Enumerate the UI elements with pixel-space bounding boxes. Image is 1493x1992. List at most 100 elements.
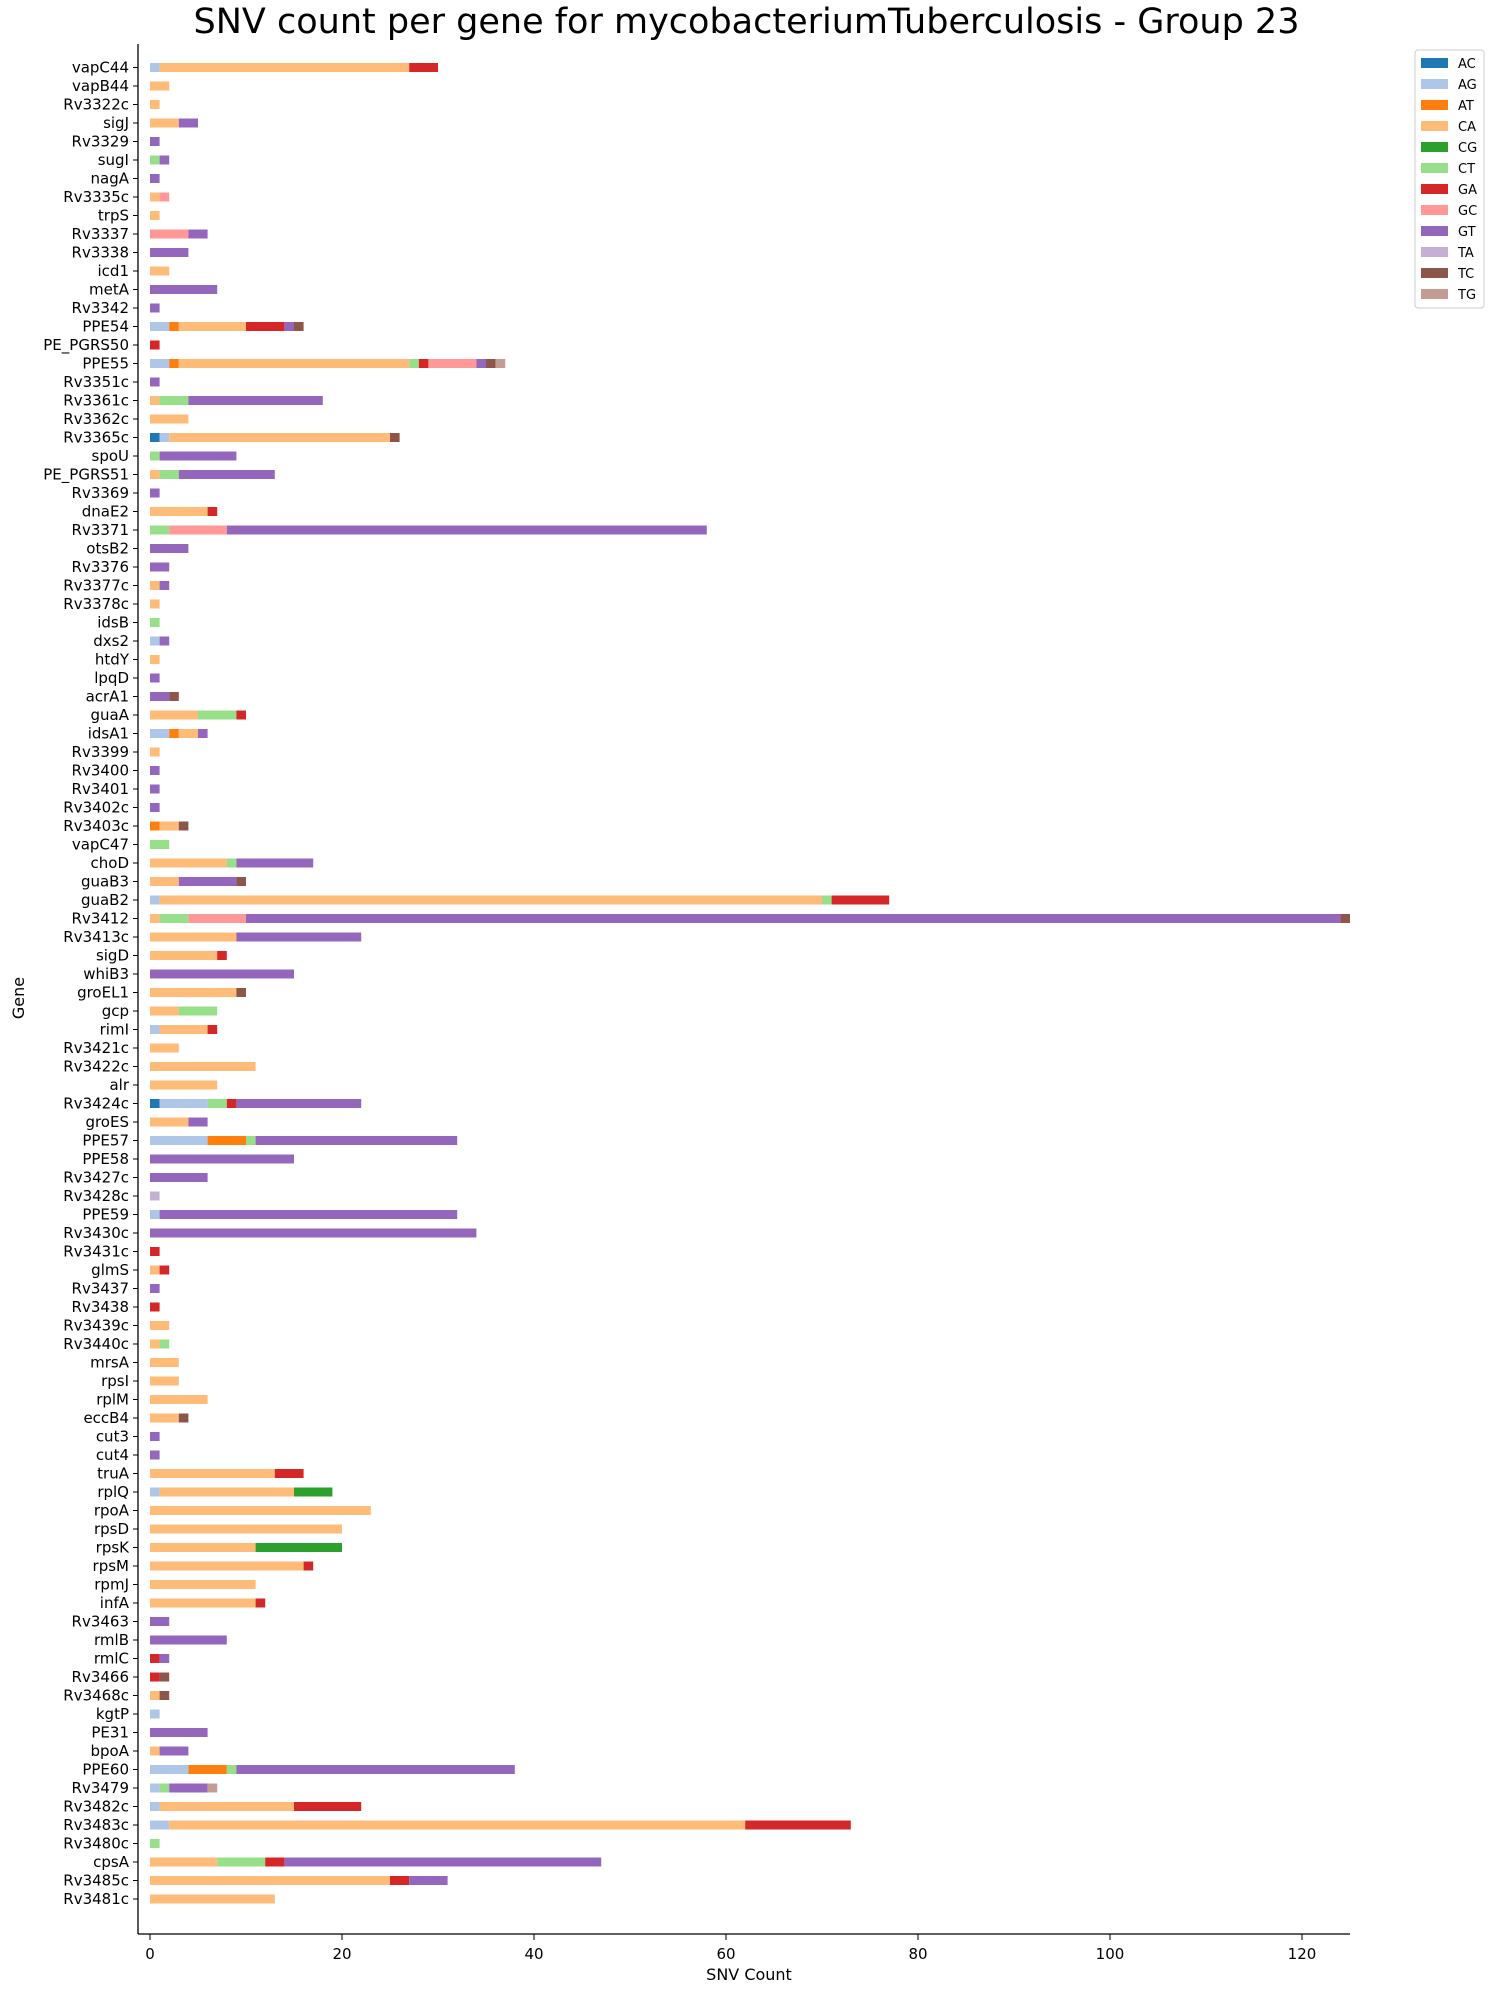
gene-label: rpsI	[101, 1372, 129, 1390]
bar-segment-ct	[150, 840, 170, 849]
gene-label: cpsA	[93, 1853, 130, 1871]
gene-label: vapC47	[72, 836, 129, 854]
gene-label: sigD	[96, 947, 129, 965]
bar-segment-ca	[150, 655, 160, 664]
bar-segment-ca	[159, 1802, 294, 1811]
bar-segment-ca	[150, 81, 170, 91]
gene-label: otsB2	[86, 540, 129, 558]
bar-segment-gt	[150, 1154, 294, 1164]
bar-segment-ag	[150, 1783, 160, 1793]
gene-label: Rv3351c	[63, 373, 129, 391]
bar-segment-ct	[150, 618, 160, 627]
bar-segment-ag	[150, 729, 170, 738]
bar-segment-ca	[150, 1265, 160, 1275]
bar-segment-gt	[159, 1746, 189, 1756]
bar-segment-ga	[409, 63, 438, 72]
gene-label: rmlB	[94, 1631, 129, 1649]
gene-label: guaA	[91, 706, 130, 724]
gene-label: trpS	[98, 207, 129, 225]
bar-segment-tg	[495, 359, 506, 368]
gene-label: Rv3322c	[63, 96, 129, 114]
bar-segment-gt	[150, 377, 160, 387]
y-axis-label: Gene	[9, 977, 28, 1019]
gene-label: bpoA	[91, 1742, 130, 1760]
bar-segment-tc	[178, 821, 189, 831]
legend-swatch-ct	[1421, 163, 1448, 173]
bar-segment-ga	[246, 322, 285, 331]
gene-label: PPE58	[82, 1150, 129, 1168]
bar-segment-gt	[150, 1284, 160, 1293]
gene-label: groES	[85, 1113, 129, 1131]
gene-label: vapB44	[72, 77, 129, 95]
bar-segment-ca	[150, 1876, 390, 1885]
bar-segment-ca	[150, 1376, 179, 1386]
bar-segment-ca	[150, 414, 189, 424]
gene-label: dxs2	[93, 632, 129, 650]
legend-swatch-ac	[1421, 58, 1448, 68]
bar-segment-ag	[150, 63, 160, 72]
bar-segment-ca	[150, 599, 160, 609]
gene-label: nagA	[91, 170, 130, 188]
bar-segment-ca	[150, 1506, 371, 1515]
bar-segment-ca	[150, 1561, 304, 1571]
bar-segment-gt	[159, 451, 237, 461]
gene-label: Rv3481c	[63, 1890, 129, 1908]
bar-segment-ag	[150, 1136, 208, 1145]
bar-segment-gt	[150, 766, 160, 775]
gene-label: eccB4	[83, 1409, 129, 1427]
gene-label: groEL1	[77, 984, 129, 1002]
bar-segment-tc	[294, 322, 304, 331]
gene-label: rpmJ	[94, 1576, 129, 1594]
legend-label: AC	[1458, 57, 1476, 72]
bar-segment-tc	[169, 692, 179, 701]
gene-label: Rv3365c	[63, 429, 129, 447]
x-tick-label: 20	[332, 1945, 351, 1963]
bar-segment-ca	[150, 1006, 179, 1016]
gene-label: Rv3422c	[63, 1058, 129, 1076]
bar-segment-ag	[150, 1709, 160, 1719]
axes-layer	[133, 44, 1350, 1940]
gene-label: infA	[100, 1594, 130, 1612]
bar-segment-gt	[150, 303, 160, 313]
legend-swatch-at	[1421, 100, 1448, 110]
bar-segment-gt	[150, 1617, 170, 1626]
bar-segment-ca	[150, 1746, 160, 1756]
bar-segment-ag	[159, 1099, 208, 1108]
y-tick-labels: vapC44vapB44Rv3322csigJRv3329sugInagARv3…	[43, 59, 130, 1909]
bar-segment-at	[169, 359, 179, 368]
bar-segment-ct	[150, 155, 160, 165]
gene-label: PPE59	[82, 1206, 129, 1224]
gene-label: truA	[97, 1465, 130, 1483]
gene-label: cut4	[96, 1446, 129, 1464]
x-tick-label: 80	[908, 1945, 927, 1963]
bar-segment-ca	[150, 747, 160, 757]
legend-swatch-cg	[1421, 142, 1448, 152]
gene-label: PPE54	[82, 318, 129, 336]
bar-segment-gt	[159, 1210, 458, 1219]
bar-segment-ct	[178, 1006, 218, 1016]
bar-segment-ca	[150, 1543, 256, 1552]
legend-swatch-gc	[1421, 205, 1448, 215]
bar-segment-gt	[246, 914, 1341, 923]
gene-label: Rv3421c	[63, 1039, 129, 1057]
gene-label: mrsA	[90, 1354, 130, 1372]
bar-segment-ct	[159, 1783, 170, 1793]
bar-segment-ag	[150, 895, 160, 905]
bar-segment-ga	[207, 1025, 218, 1034]
bar-segment-ct	[159, 396, 189, 405]
bar-segment-ga	[255, 1598, 266, 1608]
gene-label: Rv3479	[72, 1779, 129, 1797]
bar-segment-gc	[188, 914, 246, 923]
gene-label: idsA1	[88, 725, 129, 743]
bar-segment-ta	[150, 1191, 160, 1201]
gene-label: rplQ	[97, 1483, 129, 1501]
bar-segment-ct	[159, 1339, 170, 1349]
bar-segment-gt	[150, 784, 160, 794]
bar-segment-ca	[150, 1894, 275, 1904]
legend-swatch-ag	[1421, 79, 1448, 89]
bar-segment-ca	[169, 1820, 746, 1830]
bar-segment-gt	[150, 562, 170, 572]
bar-segment-gt	[159, 1654, 170, 1663]
bar-segment-ag	[159, 433, 170, 442]
bar-segment-tc	[486, 359, 496, 368]
